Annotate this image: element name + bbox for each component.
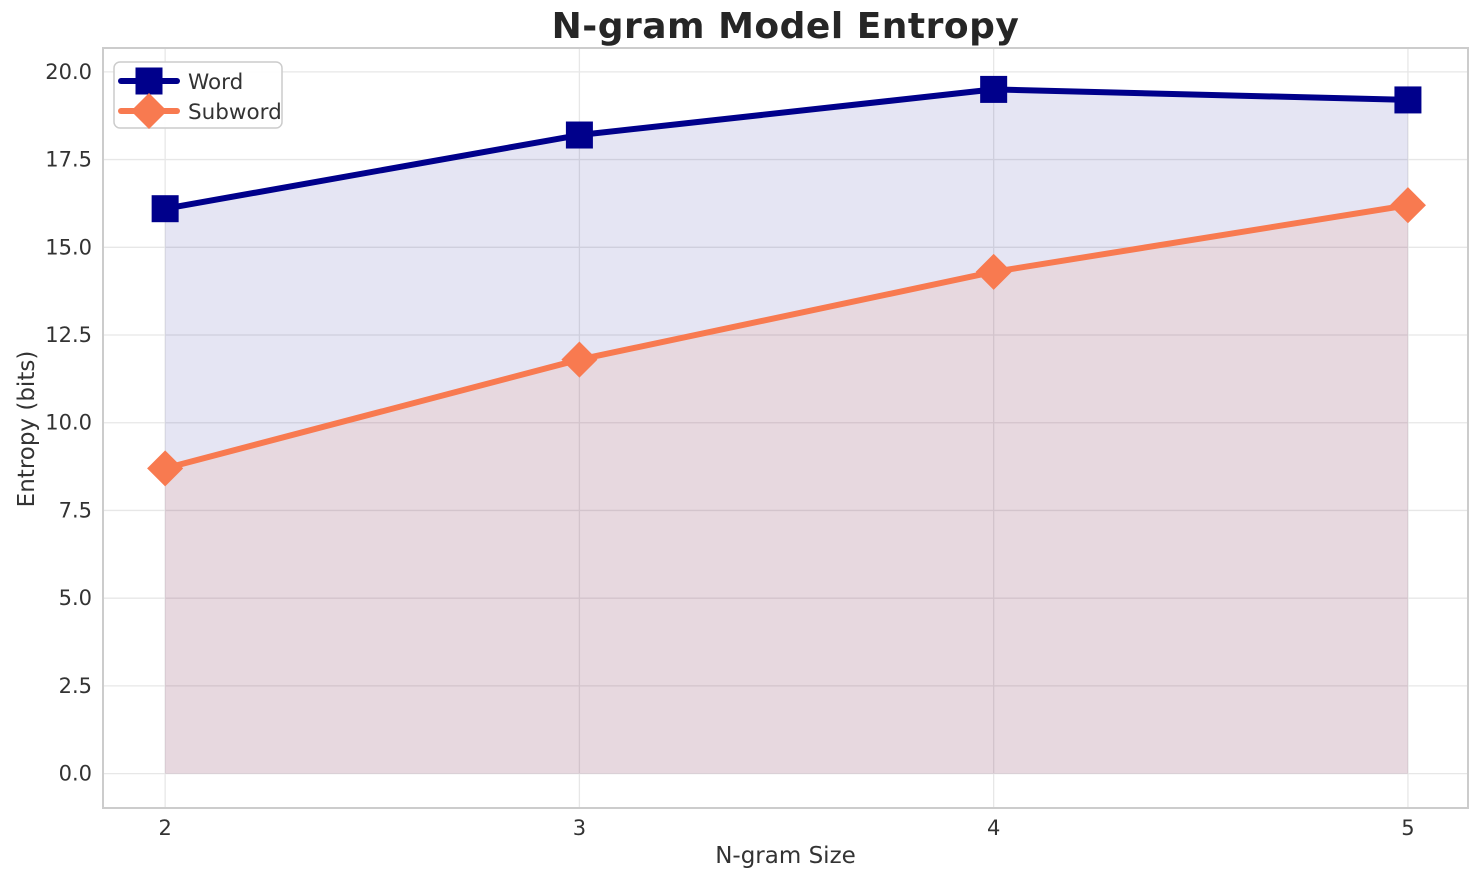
grid — [103, 48, 1468, 808]
x-tick-label: 3 — [573, 816, 586, 840]
subword-area-fill — [165, 205, 1408, 774]
x-tick-label: 4 — [987, 816, 1000, 840]
legend-item-word: Word — [118, 67, 243, 95]
y-tick-label: 2.5 — [59, 674, 92, 698]
y-tick-label: 12.5 — [45, 323, 92, 347]
subword-line — [162, 202, 1411, 472]
legend-marker-word — [135, 67, 163, 95]
y-tick-label: 17.5 — [45, 148, 92, 172]
y-tick-label: 7.5 — [59, 498, 92, 522]
legend-item-subword: Subword — [118, 92, 282, 130]
x-tick-label: 2 — [158, 816, 171, 840]
legend-label-word: Word — [188, 70, 243, 95]
word-area-fill — [165, 89, 1408, 774]
y-tick-label: 15.0 — [45, 235, 92, 259]
x-tick-label: 5 — [1401, 816, 1414, 840]
legend: Word Subword — [113, 61, 283, 130]
word-marker — [565, 121, 593, 149]
y-tick-label: 0.0 — [59, 762, 92, 786]
y-tick-label: 5.0 — [59, 586, 92, 610]
legend-marker-subword — [130, 92, 168, 130]
word-marker — [1394, 86, 1422, 114]
chart-title: N-gram Model Entropy — [551, 6, 1020, 47]
plot-area-border — [102, 47, 1469, 809]
x-axis-label: N-gram Size — [715, 843, 856, 869]
y-axis-label: Entropy (bits) — [14, 350, 40, 508]
y-tick-label: 20.0 — [45, 60, 92, 84]
legend-label-subword: Subword — [188, 100, 282, 125]
word-marker — [980, 75, 1008, 103]
word-line — [162, 86, 1411, 212]
y-tick-label: 10.0 — [45, 411, 92, 435]
word-marker — [151, 195, 179, 223]
